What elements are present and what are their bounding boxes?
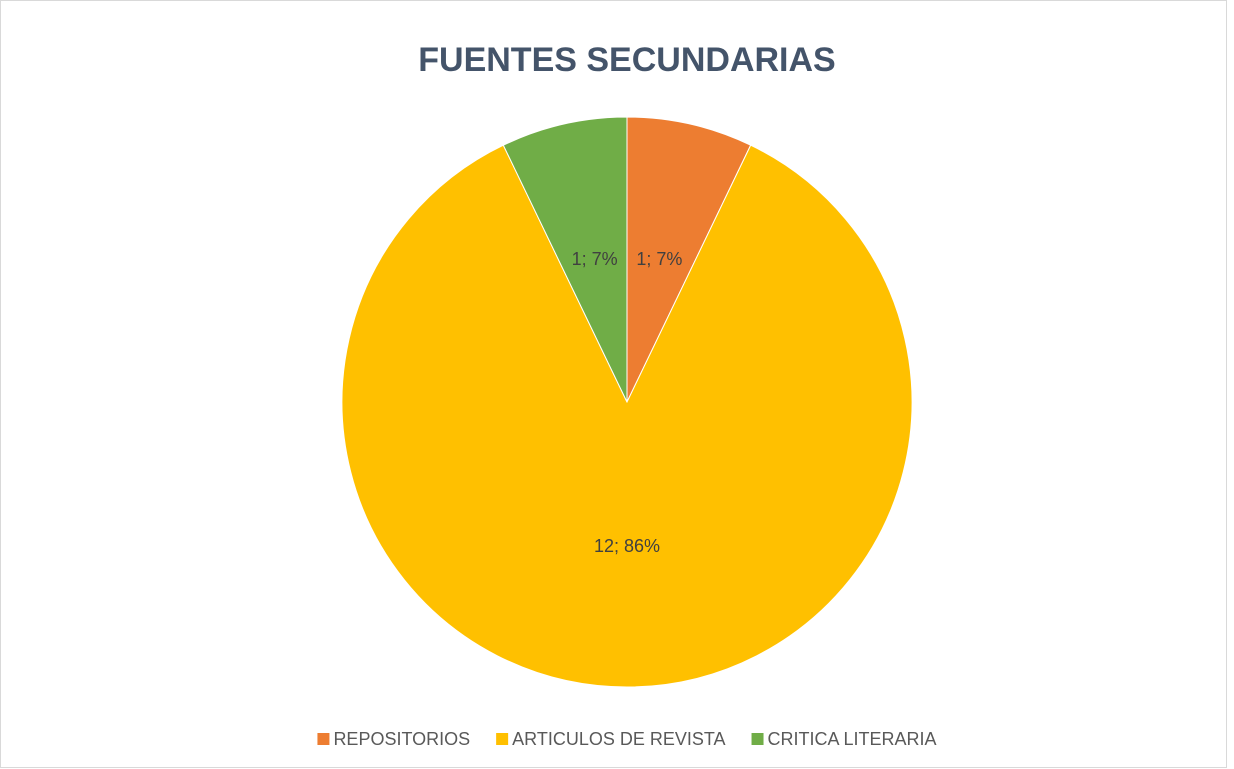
pie-slice bbox=[626, 116, 752, 403]
legend-swatch bbox=[751, 733, 764, 745]
data-label: 1; 7% bbox=[572, 249, 618, 269]
legend-swatch bbox=[317, 733, 330, 745]
legend-label: REPOSITORIOS bbox=[333, 729, 470, 749]
pie-slice bbox=[502, 116, 628, 403]
legend-label: CRITICA LITERARIA bbox=[768, 729, 937, 749]
legend-swatch bbox=[496, 733, 509, 745]
data-label: 12; 86% bbox=[594, 536, 660, 556]
legend: REPOSITORIOS ARTICULOS DE REVISTA CRITICA … bbox=[317, 729, 937, 749]
legend-label: ARTICULOS DE REVISTA bbox=[512, 729, 725, 749]
chart-title: FUENTES SECUNDARIAS bbox=[418, 41, 835, 79]
pie-slice bbox=[341, 144, 913, 688]
data-label: 1; 7% bbox=[636, 249, 682, 269]
